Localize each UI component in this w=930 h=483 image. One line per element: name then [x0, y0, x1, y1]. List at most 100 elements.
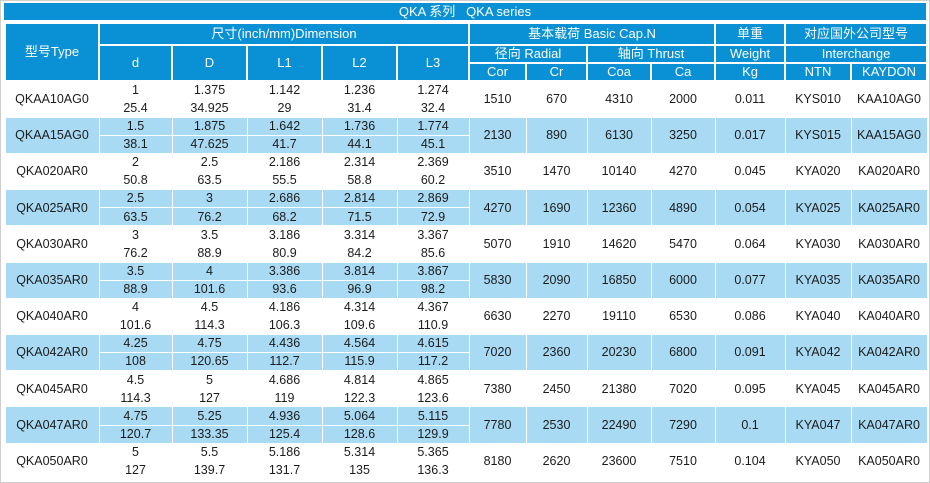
- weight-cell: 0.045: [714, 152, 786, 191]
- dim-D-mm-cell: 101.6: [171, 279, 248, 299]
- ntn-cell: KYA042: [784, 334, 852, 372]
- model-cell: QKA050AR0: [4, 442, 100, 481]
- table-row: QKA020AR0 2 2.5 2.186 2.314 2.369 3510 1…: [4, 152, 928, 191]
- coa-cell: 10140: [586, 152, 652, 191]
- coa-cell: 20230: [586, 334, 652, 372]
- dim-L3-inch-cell: 4.865: [396, 370, 470, 390]
- coa-cell: 19110: [586, 297, 652, 336]
- dim-D-inch-cell: 3: [171, 189, 248, 209]
- cr-cell: 2450: [525, 370, 588, 408]
- dim-L1-mm-cell: 55.5: [246, 171, 323, 191]
- dim-d-inch-cell: 4.75: [98, 406, 173, 426]
- row-inch-line: QKA035AR0 3.5 4 3.386 3.814 3.867 5830 2…: [4, 261, 928, 299]
- dim-D-mm-cell: 88.9: [171, 243, 248, 263]
- row-inch-line: QKAA15AG0 1.5 1.875 1.642 1.736 1.774 21…: [4, 116, 928, 154]
- dim-D-mm-cell: 139.7: [171, 460, 248, 481]
- kaydon-cell: KAA15AG0: [850, 116, 928, 154]
- dim-d-inch-cell: 2: [98, 152, 173, 173]
- table-row: QKA030AR0 3 3.5 3.186 3.314 3.367 5070 1…: [4, 225, 928, 263]
- dim-L1-inch-cell: 4.686: [246, 370, 323, 390]
- cr-cell: 2090: [525, 261, 588, 299]
- model-cell: QKA047AR0: [4, 406, 100, 444]
- cr-cell: 2270: [525, 297, 588, 336]
- dim-D-mm-cell: 47.625: [171, 134, 248, 154]
- model-cell: QKA025AR0: [4, 189, 100, 227]
- ntn-cell: KYA050: [784, 442, 852, 481]
- kaydon-cell: KAA10AG0: [850, 80, 928, 118]
- cor-cell: 3510: [468, 152, 527, 191]
- model-cell: QKA030AR0: [4, 225, 100, 263]
- dim-L1-inch-cell: 4.436: [246, 334, 323, 354]
- coa-cell: 6130: [586, 116, 652, 154]
- dim-d-mm-cell: 114.3: [98, 388, 173, 408]
- kaydon-cell: KA045AR0: [850, 370, 928, 408]
- weight-cell: 0.017: [714, 116, 786, 154]
- dim-d-mm-cell: 63.5: [98, 207, 173, 227]
- dim-L1-mm-cell: 80.9: [246, 243, 323, 263]
- row-inch-line: QKA030AR0 3 3.5 3.186 3.314 3.367 5070 1…: [4, 225, 928, 263]
- col-header-ca: Ca: [650, 62, 717, 82]
- dim-L3-mm-cell: 110.9: [396, 315, 470, 336]
- dim-d-mm-cell: 108: [98, 352, 173, 372]
- bearing-spec-table: 型号Type 尺寸(inch/mm)Dimension 基本载荷 Basic C…: [4, 22, 929, 481]
- ntn-cell: KYS010: [784, 80, 852, 118]
- dim-L3-inch-cell: 3.867: [396, 261, 470, 281]
- cr-cell: 1690: [525, 189, 588, 227]
- coa-cell: 14620: [586, 225, 652, 263]
- cor-cell: 4270: [468, 189, 527, 227]
- dim-L3-mm-cell: 72.9: [396, 207, 470, 227]
- kaydon-cell: KA030AR0: [850, 225, 928, 263]
- dim-L3-mm-cell: 45.1: [396, 134, 470, 154]
- ntn-cell: KYS015: [784, 116, 852, 154]
- dim-L1-inch-cell: 3.386: [246, 261, 323, 281]
- dim-L2-mm-cell: 128.6: [321, 424, 398, 444]
- table-row: QKA040AR0 4 4.5 4.186 4.314 4.367 6630 2…: [4, 297, 928, 336]
- dim-D-inch-cell: 1.875: [171, 116, 248, 136]
- ca-cell: 6530: [650, 297, 716, 336]
- model-cell: QKA040AR0: [4, 297, 100, 336]
- dim-L1-mm-cell: 112.7: [246, 352, 323, 372]
- dim-L2-mm-cell: 84.2: [321, 243, 398, 263]
- model-cell: QKAA10AG0: [4, 80, 100, 118]
- weight-cell: 0.077: [714, 261, 786, 299]
- dim-L2-mm-cell: 58.8: [321, 171, 398, 191]
- dim-D-mm-cell: 127: [171, 388, 248, 408]
- cr-cell: 1910: [525, 225, 588, 263]
- dim-d-inch-cell: 1: [98, 80, 173, 100]
- col-header-L1: L1: [246, 44, 323, 82]
- dim-L1-inch-cell: 3.186: [246, 225, 323, 245]
- table-row: QKA025AR0 2.5 3 2.686 2.814 2.869 4270 1…: [4, 189, 928, 227]
- dim-L1-mm-cell: 29: [246, 98, 323, 118]
- row-inch-line: QKA042AR0 4.25 4.75 4.436 4.564 4.615 70…: [4, 334, 928, 372]
- ca-cell: 7510: [650, 442, 716, 481]
- cr-cell: 890: [525, 116, 588, 154]
- col-header-weight: Weight: [714, 44, 787, 64]
- dim-L3-mm-cell: 117.2: [396, 352, 470, 372]
- cr-cell: 1470: [525, 152, 588, 191]
- dim-L2-mm-cell: 109.6: [321, 315, 398, 336]
- dim-d-mm-cell: 25.4: [98, 98, 173, 118]
- cr-cell: 2360: [525, 334, 588, 372]
- col-group-dimension: 尺寸(inch/mm)Dimension: [97, 22, 471, 46]
- dim-L3-inch-cell: 2.369: [396, 152, 470, 173]
- table-row: QKAA15AG0 1.5 1.875 1.642 1.736 1.774 21…: [4, 116, 928, 154]
- weight-cell: 0.104: [714, 442, 786, 481]
- dim-L2-inch-cell: 4.564: [321, 334, 398, 354]
- dim-L2-inch-cell: 1.736: [321, 116, 398, 136]
- dim-L2-mm-cell: 96.9: [321, 279, 398, 299]
- row-mm-line: 101.6 114.3 106.3 109.6 110.9: [5, 315, 927, 336]
- ca-cell: 5470: [650, 225, 716, 263]
- model-cell: QKA020AR0: [4, 152, 100, 191]
- row-inch-line: QKA050AR0 5 5.5 5.186 5.314 5.365 8180 2…: [4, 442, 928, 481]
- row-mm-line: 76.2 88.9 80.9 84.2 85.6: [5, 243, 927, 263]
- coa-cell: 12360: [586, 189, 652, 227]
- dim-L3-inch-cell: 3.367: [396, 225, 470, 245]
- dim-L3-inch-cell: 5.365: [396, 442, 470, 462]
- dim-L1-inch-cell: 4.936: [246, 406, 323, 426]
- col-header-L2: L2: [321, 44, 398, 82]
- row-mm-line: 127 139.7 131.7 135 136.3: [5, 460, 927, 481]
- dim-d-mm-cell: 38.1: [98, 134, 173, 154]
- dim-d-inch-cell: 4.25: [98, 334, 173, 354]
- dim-L1-inch-cell: 2.686: [246, 189, 323, 209]
- dim-L2-inch-cell: 3.314: [321, 225, 398, 245]
